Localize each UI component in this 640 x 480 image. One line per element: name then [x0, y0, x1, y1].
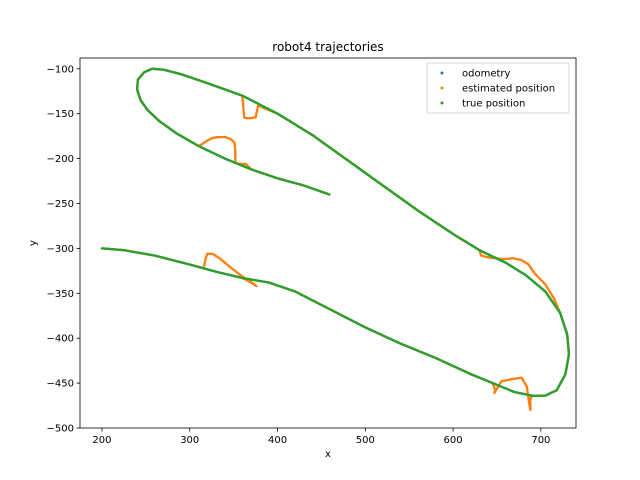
y-tick-label: −400 [47, 334, 74, 345]
x-axis: 200 300 400 500 600 700 [92, 428, 550, 446]
x-tick-label: 600 [444, 435, 463, 446]
y-tick-label: −450 [47, 379, 74, 390]
chart-title: robot4 trajectories [272, 40, 383, 54]
y-tick-label: −300 [47, 244, 74, 255]
legend-label: odometry [462, 69, 511, 80]
series-2 [100, 67, 571, 397]
y-tick-label: −500 [47, 424, 74, 435]
legend-marker [440, 86, 444, 90]
legend-marker [440, 71, 444, 75]
y-tick-label: −200 [47, 154, 74, 165]
y-tick-label: −150 [47, 109, 74, 120]
y-tick-label: −100 [47, 64, 74, 75]
y-axis: −100 −150 −200 −250 −300 −350 −400 −450 −500 [47, 64, 80, 435]
legend-marker [440, 101, 444, 105]
x-tick-label: 700 [531, 435, 550, 446]
x-tick-label: 300 [180, 435, 199, 446]
y-axis-label: y [28, 240, 39, 246]
x-axis-label: x [325, 449, 331, 460]
legend-label: estimated position [462, 84, 555, 95]
legend-box [426, 62, 570, 114]
x-tick-label: 500 [356, 435, 375, 446]
legend-label: true position [462, 99, 525, 110]
y-tick-label: −350 [47, 289, 74, 300]
series-layer [100, 67, 571, 412]
x-tick-label: 400 [268, 435, 287, 446]
data-point [328, 193, 331, 196]
y-tick-label: −250 [47, 199, 74, 210]
legend: odometry estimated position true position [426, 62, 570, 114]
x-tick-label: 200 [92, 435, 111, 446]
plot-frame [79, 57, 577, 429]
